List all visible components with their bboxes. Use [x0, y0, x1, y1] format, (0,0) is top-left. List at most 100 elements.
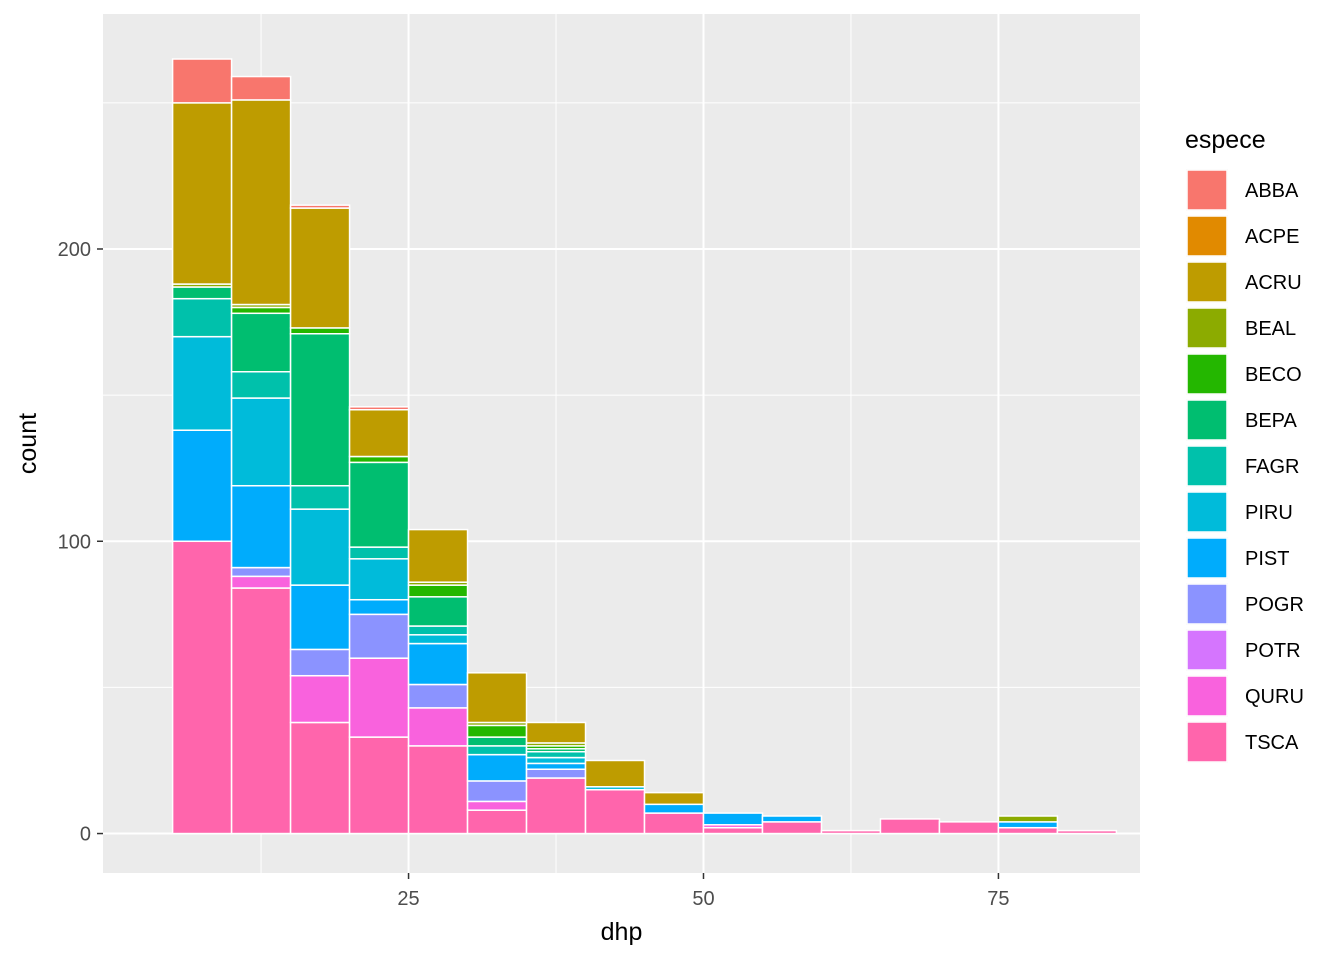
y-tick-label: 200 [58, 239, 91, 261]
bar-segment-piru [407, 634, 469, 645]
legend-label-potr: POTR [1245, 640, 1301, 662]
bar-segment-fagr [466, 745, 528, 756]
x-tick-label: 25 [397, 888, 419, 910]
bar-segment-pist [997, 821, 1059, 829]
bar-segment-tsca [289, 721, 351, 835]
bar-segment-pist [702, 812, 764, 826]
bar-segment-fagr [525, 750, 587, 759]
legend-label-pogr: POGR [1245, 594, 1304, 616]
legend-label-beal: BEAL [1245, 318, 1296, 340]
bar-segment-tsca [407, 745, 469, 835]
legend-swatch-beco [1186, 353, 1228, 395]
bar-segment-fagr [348, 546, 410, 560]
bar-segment-pist [407, 642, 469, 686]
bar-segment-tsca [171, 540, 233, 835]
bar-segment-acru [348, 408, 410, 458]
bar-segment-pogr [230, 566, 292, 578]
bar-segment-beco [407, 584, 469, 598]
bar-segment-acru [171, 102, 233, 285]
bar-segment-pist [171, 429, 233, 543]
legend-label-acru: ACRU [1245, 272, 1302, 294]
bar-segment-piru [289, 508, 351, 586]
bar-segment-beal [997, 815, 1059, 823]
bar-segment-bepa [466, 736, 528, 747]
bar-segment-acru [230, 99, 292, 306]
bar-segment-acru [466, 672, 528, 724]
bar-segment-pogr [407, 683, 469, 709]
bar-segment-bepa [348, 461, 410, 548]
legend-swatch-pist [1186, 537, 1228, 579]
legend-swatch-piru [1186, 491, 1228, 533]
bar-segment-abba [348, 406, 410, 411]
bar-segment-pogr [289, 648, 351, 677]
bar-segment-pogr [348, 613, 410, 659]
bar-segment-acru [643, 791, 705, 806]
legend-label-tsca: TSCA [1245, 732, 1299, 754]
bar-segment-acru [289, 207, 351, 329]
bar-segment-tsca [820, 829, 882, 835]
bar-segment-tsca [643, 812, 705, 835]
bar-segment-abba [171, 58, 233, 104]
bar-segment-quru [466, 800, 528, 811]
bar-segment-abba [230, 75, 292, 101]
bar-segment-bepa [171, 286, 233, 300]
bar-segment-piru [525, 756, 587, 765]
bar-segment-beco [289, 327, 351, 335]
bar-segment-tsca [761, 821, 823, 835]
bar-segment-acru [407, 528, 469, 583]
legend: espece ABBA ACPE ACRU BEAL BECO BEPA FAGR PIRU P… [1185, 126, 1304, 763]
legend-swatch-abba [1186, 169, 1228, 211]
bar-segment-quru [407, 707, 469, 747]
bar-segment-fagr [289, 484, 351, 510]
bar-segment-tsca [702, 826, 764, 835]
legend-label-piru: PIRU [1245, 502, 1293, 524]
legend-swatch-fagr [1186, 445, 1228, 487]
bar-segment-piru [230, 397, 292, 487]
bar-segment-tsca [348, 736, 410, 835]
bar-segment-quru [348, 657, 410, 738]
bar-segment-pist [761, 815, 823, 823]
legend-swatch-bepa [1186, 399, 1228, 441]
legend-label-bepa: BEPA [1245, 410, 1298, 432]
legend-swatch-tsca [1186, 721, 1228, 763]
bar-segment-pist [230, 484, 292, 569]
x-tick-label: 50 [692, 888, 714, 910]
bar-segment-fagr [171, 297, 233, 338]
legend-label-acpe: ACPE [1245, 226, 1299, 248]
legend-swatch-acpe [1186, 215, 1228, 257]
bar-segment-piru [171, 335, 233, 431]
bar-segment-beco [348, 455, 410, 464]
legend-swatch-potr [1186, 629, 1228, 671]
bar-segment-quru [289, 674, 351, 724]
bar-segment-acru [584, 759, 646, 788]
bar-segment-piru [348, 558, 410, 601]
bar-segment-acru [525, 721, 587, 744]
bar-segment-fagr [230, 370, 292, 399]
y-tick-label: 100 [58, 531, 91, 553]
legend-swatch-acru [1186, 261, 1228, 303]
legend-swatch-quru [1186, 675, 1228, 717]
bar-segment-pist [643, 803, 705, 814]
legend-swatch-pogr [1186, 583, 1228, 625]
bar-segment-pist [466, 753, 528, 782]
bar-segment-fagr [407, 625, 469, 636]
bar-segment-tsca [879, 818, 941, 835]
bar-segment-bepa [230, 312, 292, 373]
bar-segment-pogr [525, 768, 587, 779]
bar-segment-bepa [289, 333, 351, 487]
y-axis-title: count [14, 413, 42, 474]
legend-label-pist: PIST [1245, 548, 1289, 570]
bar-segment-pogr [466, 780, 528, 803]
legend-label-quru: QURU [1245, 686, 1304, 708]
legend-label-beco: BECO [1245, 364, 1302, 386]
bar-segment-tsca [1056, 829, 1118, 835]
bar-segment-beco [466, 724, 528, 738]
bar-segment-pist [525, 762, 587, 770]
bar-segment-beco [230, 306, 292, 315]
bar-segment-pist [348, 598, 410, 616]
bar-segment-tsca [584, 788, 646, 835]
legend-title: espece [1185, 126, 1266, 154]
legend-label-abba: ABBA [1245, 180, 1299, 202]
axes: 25 50 75 0 100 200 [58, 239, 1010, 910]
